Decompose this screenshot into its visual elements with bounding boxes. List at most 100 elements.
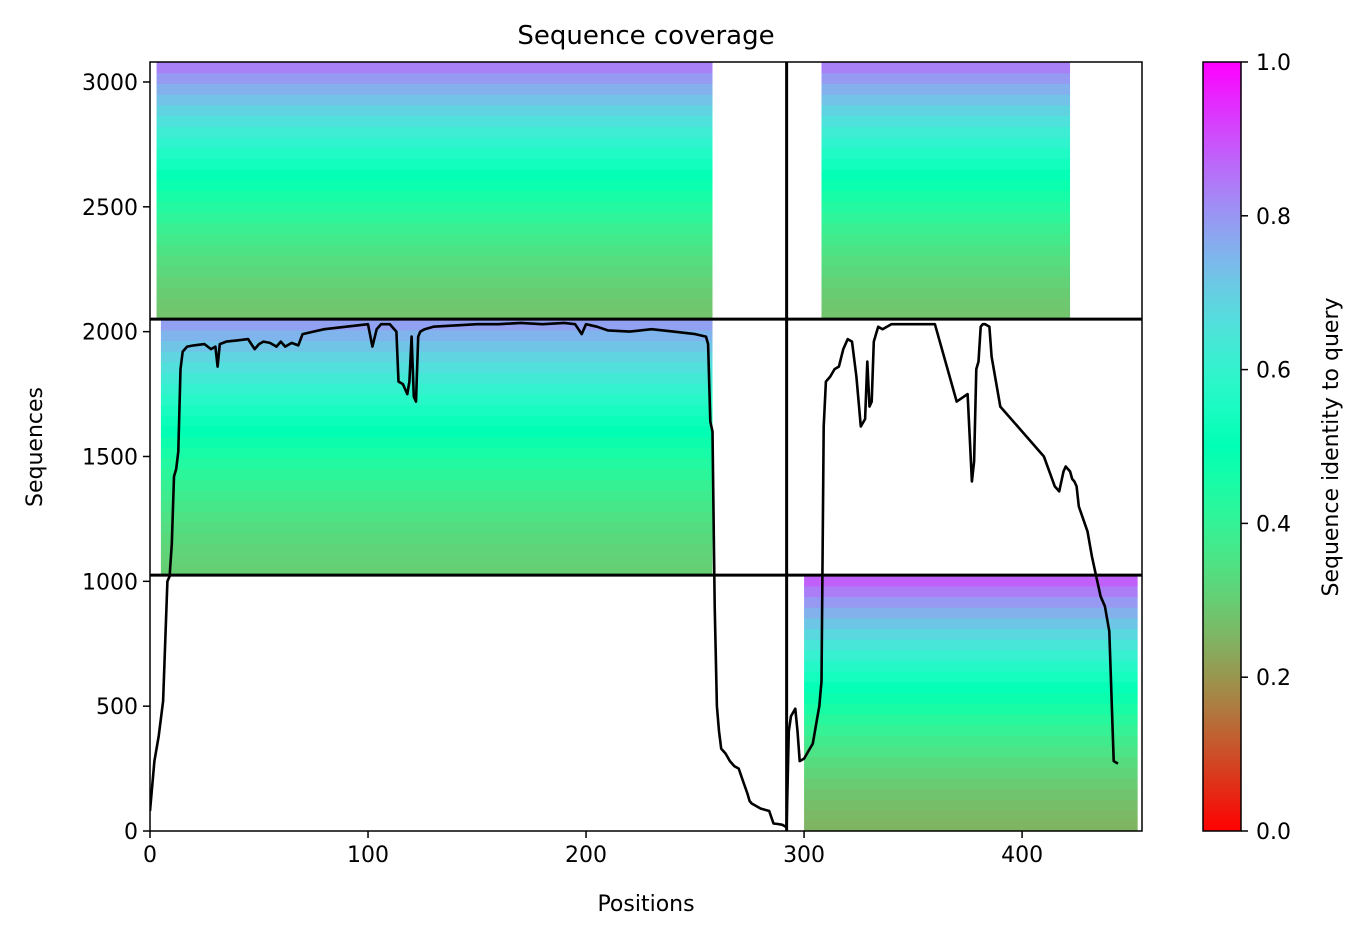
msa-band [160,415,713,427]
msa-band [160,564,713,576]
msa-band [804,575,1138,587]
msa-band [160,489,713,502]
msa-band [821,169,1071,181]
coverage-line [150,321,1119,829]
msa-band [804,788,1138,800]
plot-frame [149,61,1143,832]
msa-band [160,404,713,416]
msa-band [156,83,713,95]
msa-band [156,72,713,85]
y-tick-label: 3000 [82,71,138,96]
msa-band [821,115,1071,127]
chart-title: Sequence coverage [517,21,774,51]
msa-block [160,319,713,576]
msa-band [821,254,1071,267]
msa-band [160,553,713,566]
msa-band [160,447,713,459]
msa-band [160,521,713,534]
msa-band [160,457,713,470]
msa-band [160,393,713,406]
msa-band [156,179,713,192]
msa-band [156,265,713,277]
colorbar-ticks: 0.0 0.2 0.4 0.6 0.8 1.0 [1241,51,1291,845]
msa-band [804,809,1138,821]
msa-block [156,62,713,320]
msa-band [160,543,713,555]
msa-band [156,254,713,267]
msa-band [160,532,713,544]
msa-band [804,681,1138,693]
msa-band [804,607,1138,619]
msa-blocks [156,62,1138,831]
colorbar-tick-label: 0.8 [1256,205,1291,230]
msa-band [804,585,1138,598]
msa-band [160,329,713,342]
colorbar-tick-label: 0.0 [1256,820,1291,845]
msa-band [156,126,713,138]
msa-band [804,767,1138,779]
msa-band [804,820,1138,831]
msa-band [804,639,1138,651]
msa-band [804,756,1138,768]
msa-band [156,190,713,202]
msa-band [156,94,713,106]
msa-band [160,351,713,363]
msa-band [804,735,1138,747]
y-tick-label: 500 [96,695,138,720]
msa-band [804,724,1138,736]
msa-band [804,799,1138,811]
y-tick-label: 1500 [82,445,138,470]
msa-band [821,276,1071,288]
x-tick-label: 400 [1001,843,1043,868]
msa-band [821,158,1071,170]
msa-band [804,660,1138,672]
colorbar-tick-label: 0.4 [1256,512,1291,537]
msa-band [821,72,1071,85]
msa-band [821,126,1071,138]
msa-band [156,297,713,310]
msa-block [804,575,1138,831]
msa-band [804,777,1138,789]
msa-band [160,372,713,384]
msa-band [156,104,713,117]
x-axis: 0 100 200 300 400 [143,831,1043,868]
msa-band [156,244,713,256]
msa-band [156,137,713,149]
msa-band [156,169,713,181]
msa-band [804,617,1138,629]
msa-band [821,62,1071,74]
msa-band [160,340,713,352]
y-axis: 0 500 1000 1500 2000 2500 3000 [82,71,150,845]
msa-band [160,479,713,491]
y-tick-label: 1000 [82,570,138,595]
msa-band [160,319,713,331]
colorbar-label: Sequence identity to query [1319,297,1344,596]
msa-band [156,158,713,170]
msa-band [821,201,1071,213]
plot-area [150,62,1142,831]
msa-band [804,745,1138,757]
x-tick-label: 100 [347,843,389,868]
msa-band [160,511,713,523]
msa-band [156,276,713,288]
x-tick-label: 200 [565,843,607,868]
msa-band [804,713,1138,725]
msa-band [821,222,1071,235]
colorbar-gradient [1202,61,1242,832]
msa-band [160,436,713,448]
msa-band [821,287,1071,299]
msa-band [156,147,713,160]
msa-band [156,308,713,320]
msa-band [821,94,1071,106]
chain-separators [150,62,1142,831]
msa-block [821,62,1071,320]
colorbar-tick-label: 0.2 [1256,666,1291,691]
msa-band [804,692,1138,704]
msa-band [821,190,1071,202]
msa-band [821,179,1071,192]
msa-band [156,212,713,224]
msa-band [821,244,1071,256]
y-tick-label: 2000 [82,321,138,346]
msa-band [821,137,1071,149]
